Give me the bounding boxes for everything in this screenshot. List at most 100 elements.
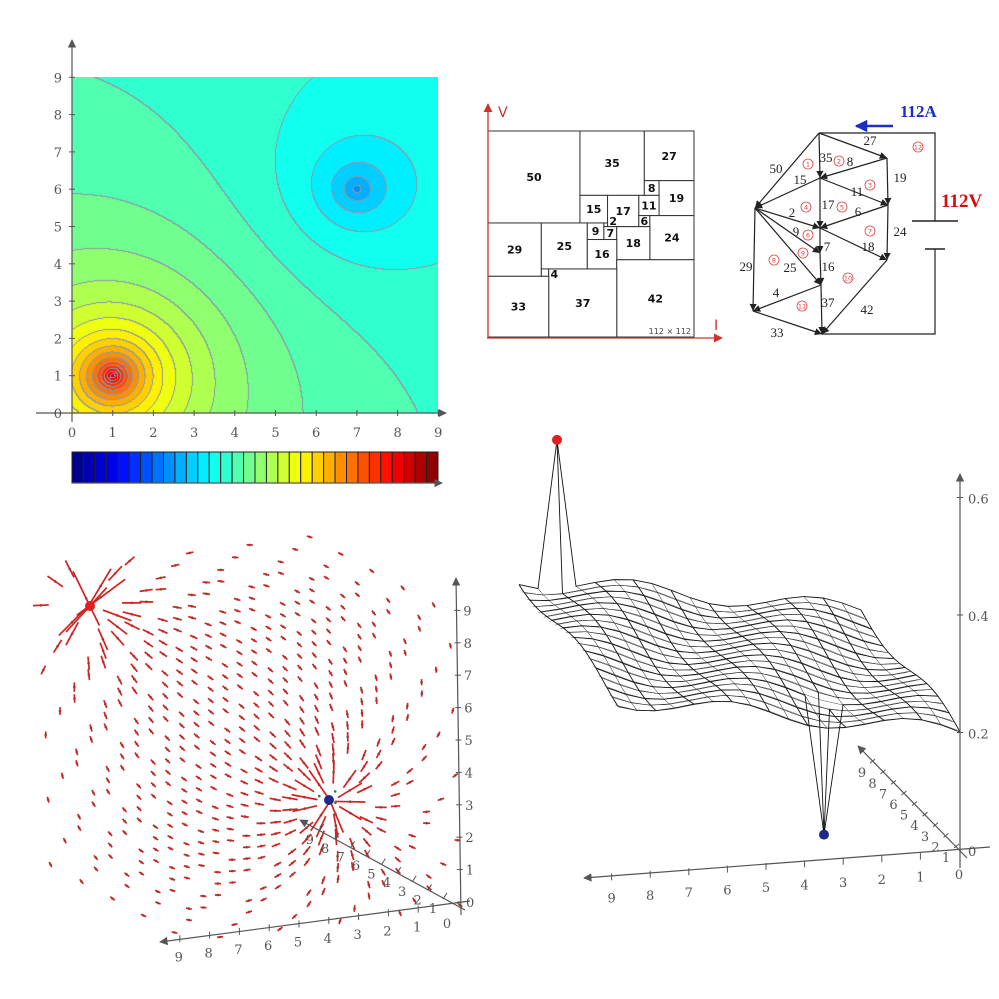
field-vector xyxy=(121,806,128,813)
field-vector xyxy=(89,735,94,743)
x-tick-label: 0 xyxy=(68,426,76,441)
colorbar-cell xyxy=(277,451,290,484)
field-vector xyxy=(173,627,183,633)
field-vector xyxy=(117,698,123,708)
field-vector xyxy=(60,772,65,780)
field-vector xyxy=(297,767,312,782)
mesh-line xyxy=(617,700,961,733)
square-25 xyxy=(540,222,588,270)
field-vector xyxy=(321,887,326,896)
mesh-marker xyxy=(802,229,814,241)
horizontal-axis xyxy=(583,846,991,882)
field-vector xyxy=(187,604,197,608)
field-vector xyxy=(119,764,125,771)
tick xyxy=(396,866,402,874)
mesh-line xyxy=(549,614,892,659)
field-vector xyxy=(222,708,229,714)
circuit-edge xyxy=(752,284,822,312)
colorbar-cell xyxy=(185,451,199,484)
field-vector xyxy=(403,638,407,645)
field-vector xyxy=(265,625,272,631)
field-vector xyxy=(269,742,277,750)
colorbar-cell xyxy=(197,451,210,484)
circuit-edge xyxy=(819,204,889,230)
field-vector xyxy=(105,788,111,795)
field-vector xyxy=(226,804,234,809)
field-vector xyxy=(371,632,377,639)
field-vector xyxy=(236,672,244,679)
vertical-tick-label: 3 xyxy=(465,799,473,814)
mesh-label: 5 xyxy=(840,204,844,212)
field-vector xyxy=(100,655,107,669)
field-vector xyxy=(231,923,238,926)
field-vector xyxy=(175,669,184,676)
field-vector xyxy=(235,638,243,644)
field-vector xyxy=(172,616,182,621)
field-vector xyxy=(332,813,339,838)
field-vector xyxy=(152,858,160,864)
square-label: 6 xyxy=(641,215,649,228)
field-vector xyxy=(281,796,298,801)
sink-point xyxy=(324,795,334,805)
field-vector xyxy=(250,649,258,655)
mesh-marker xyxy=(833,155,845,167)
field-vector xyxy=(448,642,452,649)
mesh-line xyxy=(554,619,897,665)
field-vector xyxy=(102,609,132,622)
field-vector xyxy=(390,792,401,797)
mesh-line xyxy=(556,439,657,712)
field-vector xyxy=(425,874,432,880)
field-vector xyxy=(207,686,214,693)
vertical-tick-label: 0.4 xyxy=(968,610,989,625)
field-vector xyxy=(406,767,414,775)
field-vector xyxy=(212,851,220,855)
field-vector xyxy=(150,770,157,777)
mesh-line xyxy=(587,657,930,700)
field-point xyxy=(318,794,321,798)
field-vector xyxy=(162,692,169,700)
field-vector xyxy=(336,862,340,873)
field-vector xyxy=(309,599,316,605)
edge-label: 19 xyxy=(894,170,907,185)
dip-point xyxy=(819,829,829,840)
field-vector xyxy=(314,726,320,736)
mesh-line xyxy=(527,591,870,628)
field-vectors xyxy=(32,535,463,939)
field-vector xyxy=(325,628,332,635)
field-vector xyxy=(315,815,327,838)
field-vector xyxy=(152,824,159,830)
edge-label: 2 xyxy=(789,205,796,220)
field-vector xyxy=(193,710,200,717)
field-vector xyxy=(296,641,303,648)
y-tick-label: 9 xyxy=(54,71,62,86)
field-vector xyxy=(367,892,371,900)
field-vector xyxy=(254,802,264,806)
surface-mesh xyxy=(518,439,961,835)
field-vector xyxy=(291,793,318,801)
mesh-line xyxy=(532,596,875,637)
field-vector xyxy=(385,597,391,604)
field-vector xyxy=(282,688,289,695)
field-vector xyxy=(219,609,227,614)
field-vector xyxy=(390,780,400,787)
square-label: 4 xyxy=(551,268,559,281)
field-vector xyxy=(209,774,217,780)
mesh-line xyxy=(521,585,864,619)
circuit-edge xyxy=(752,310,823,336)
field-vector xyxy=(167,834,174,840)
x-tick-label: 8 xyxy=(393,426,401,441)
field-vector xyxy=(222,685,229,691)
colorbar-cell xyxy=(265,451,279,484)
field-vector xyxy=(345,710,349,719)
field-vector xyxy=(342,769,357,789)
field-vector xyxy=(142,628,154,636)
square-label: 16 xyxy=(594,248,610,261)
square-label: 9 xyxy=(592,225,600,238)
field-vector xyxy=(180,776,188,782)
depth-tick-label: 9 xyxy=(306,833,314,848)
field-vector xyxy=(162,715,169,723)
field-vector xyxy=(136,794,142,801)
field-vector xyxy=(279,601,286,607)
mesh-label: 12 xyxy=(914,144,922,152)
